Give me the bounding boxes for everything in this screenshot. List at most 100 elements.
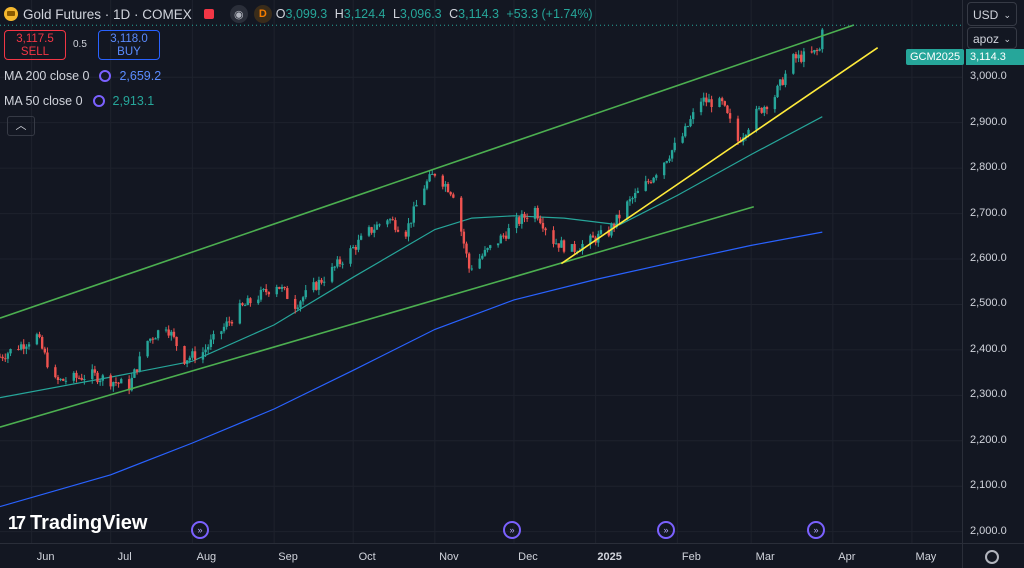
y-tick-label: 3,000.0 [970,70,1007,83]
candle-body [341,263,344,265]
trendlines[interactable] [0,24,879,428]
candle-body [35,334,39,345]
candle-body [684,126,687,137]
eye-icon[interactable]: ◉ [229,5,248,23]
candle-body [607,230,611,236]
candle-body [167,329,170,336]
candle-body [146,340,149,357]
candle-body [470,268,473,270]
candle-body [686,126,690,128]
event-marker-icon[interactable]: » [503,521,521,539]
candle-body [504,235,508,239]
candle-body [431,173,434,175]
currency-select[interactable]: USD ⌄ [967,2,1017,26]
sell-button[interactable]: 3,117.5 SELL [4,30,66,60]
spread-value: 0.5 [73,39,87,50]
tradingview-logo[interactable]: 17 TradingView [8,512,148,534]
candle-body [17,348,20,350]
candle-body [412,206,415,223]
x-tick-label: Oct [358,551,376,563]
symbol-header: Gold Futures · 1D · COMEX ◉ D O3,099.3 H… [4,5,593,23]
candle-body [386,220,389,225]
candle-body [394,220,397,230]
x-tick-label: Jun [36,551,55,563]
candle-body [19,344,23,350]
candle-body [130,377,133,391]
candle-body [665,161,669,163]
candle-body [499,235,502,244]
candle-body [483,249,487,256]
candle-body [62,378,65,381]
support-trendline [560,47,879,265]
candle-body [151,338,155,340]
delay-badge[interactable]: D [253,5,272,23]
event-marker-icon[interactable]: » [807,521,825,539]
candle-body [821,29,824,50]
candle-body [441,175,444,187]
candle-body [452,194,455,198]
y-tick-label: 2,600.0 [970,252,1007,264]
layout-select[interactable]: apoz ⌄ [967,27,1017,49]
candle-body [286,288,289,299]
candle-body [378,224,381,226]
candle-body [462,231,466,244]
candle-body [241,303,244,306]
y-tick-label: 2,800.0 [970,161,1007,174]
candle-body [649,182,653,184]
collapse-legend-button[interactable]: ︿ [7,116,35,136]
candle-body [230,321,234,324]
candle-body [209,339,213,347]
ma50-legend[interactable]: MA 50 close 0 2,913.1 [4,94,154,108]
candle-body [765,107,769,110]
candle-body [552,230,555,244]
y-tick-label: 2,700.0 [970,206,1007,219]
buy-label: BUY [117,46,141,58]
event-marker-icon[interactable]: » [191,521,209,539]
candle-body [175,336,178,347]
candle-body [636,190,640,194]
candle-body [246,298,249,306]
candle-body [728,113,732,119]
y-tick-label: 2,400.0 [970,342,1007,355]
gold-coin-icon [4,7,18,21]
ma200-label: MA 200 close 0 [4,69,90,83]
candle-body [673,142,676,151]
candle-body [315,282,318,290]
candle-body [320,279,323,283]
candle-body [404,231,408,237]
gear-icon[interactable] [985,550,999,564]
candle-body [191,351,194,358]
candle-body [359,235,363,240]
ma200-legend[interactable]: MA 200 close 0 2,659.2 [4,69,161,83]
candle-body [293,298,297,309]
candle-body [135,369,139,372]
candle-body [243,305,247,307]
market-status-icon [203,9,214,19]
candle-body [446,183,450,193]
candle-body [425,181,429,189]
candle-body [718,98,721,108]
buy-button[interactable]: 3,118.0 BUY [98,30,160,60]
last-price-label: 3,114.3 [966,49,1024,65]
candle-body [225,321,228,327]
candle-body [22,344,25,349]
candle-body [278,286,281,289]
candle-body [149,338,152,341]
candle-body [188,357,191,361]
candle-body [257,299,260,304]
candle-body [109,375,112,387]
x-tick-label: Apr [838,551,856,563]
symbol-title[interactable]: Gold Futures · 1D · COMEX [23,6,192,22]
candle-body [40,337,44,349]
candle-body [170,331,173,336]
event-marker-icon[interactable]: » [657,521,675,539]
candle-body [589,235,592,244]
candle-body [249,298,252,304]
candle-body [502,235,505,237]
x-tick-label: Aug [196,551,217,563]
candle-body [43,348,47,353]
candle-body [317,279,321,290]
candle-body [581,243,584,251]
candle-body [681,136,684,143]
